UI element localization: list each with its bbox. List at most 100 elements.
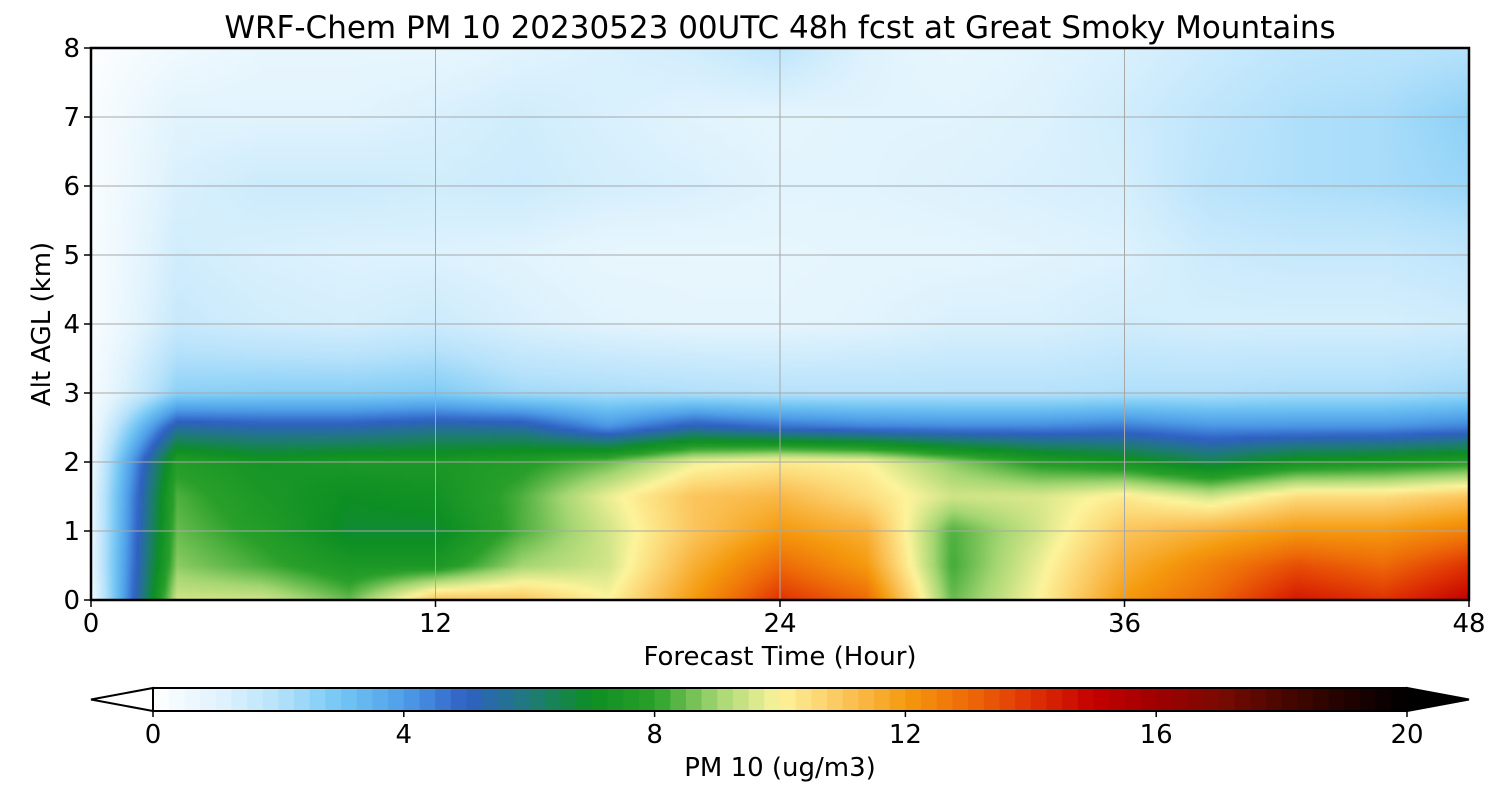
colorbar-segment	[544, 688, 562, 711]
colorbar-segment	[356, 688, 374, 711]
colorbar-segment	[780, 688, 797, 711]
colorbar-tick-label: 0	[145, 720, 162, 750]
x-tick-label: 24	[763, 609, 796, 639]
colorbar-segment	[450, 688, 468, 711]
colorbar-segment	[1359, 688, 1377, 711]
colorbar-segment	[795, 688, 812, 711]
y-tick-label: 2	[63, 448, 80, 478]
x-axis-label: Forecast Time (Hour)	[643, 642, 916, 672]
colorbar-segment	[1265, 688, 1283, 711]
x-tick-label: 36	[1108, 609, 1141, 639]
colorbar-tick-label: 12	[889, 720, 922, 750]
y-tick-label: 3	[63, 379, 80, 409]
colorbar-segment	[262, 688, 279, 711]
colorbar-segment	[874, 688, 891, 711]
colorbar-segment	[591, 688, 609, 711]
colorbar-segment	[1328, 688, 1345, 711]
x-tick-label: 12	[419, 609, 452, 639]
colorbar-segment	[858, 688, 875, 711]
colorbar-segment	[921, 688, 938, 711]
colorbar-extend-high	[1406, 686, 1470, 713]
colorbar-segment	[294, 688, 311, 711]
x-tick-label: 0	[83, 609, 100, 639]
colorbar: 0 4 8 12 16 20	[90, 686, 1470, 750]
colorbar-segment	[184, 688, 201, 711]
colorbar-segment	[827, 688, 844, 711]
colorbar-segment	[1077, 688, 1095, 711]
colorbar-segment	[372, 688, 389, 711]
colorbar-segment	[1375, 688, 1392, 711]
colorbar-segment	[341, 688, 358, 711]
colorbar-segment	[278, 688, 295, 711]
colorbar-tick-label: 4	[396, 720, 413, 750]
colorbar-segment	[1344, 688, 1361, 711]
colorbar-segment	[1218, 688, 1236, 711]
colorbar-segment	[1140, 688, 1157, 711]
colorbar-segment	[513, 688, 530, 711]
y-axis-label: Alt AGL (km)	[27, 242, 57, 406]
y-tick-label: 7	[63, 103, 80, 133]
colorbar-segment	[1203, 688, 1220, 711]
colorbar-segment	[231, 688, 248, 711]
colorbar-segment	[952, 688, 969, 711]
colorbar-tick-label: 16	[1140, 720, 1173, 750]
colorbar-segment	[529, 688, 546, 711]
colorbar-segment	[403, 688, 421, 711]
y-ticks: 0 1 2 3 4 5 6 7 8	[63, 34, 91, 616]
colorbar-segment	[748, 688, 765, 711]
colorbar-segment	[889, 688, 906, 711]
colorbar-segment	[811, 688, 828, 711]
colorbar-segment	[1062, 688, 1079, 711]
colorbar-segment	[764, 688, 781, 711]
colorbar-segment	[1234, 688, 1251, 711]
colorbar-segment	[623, 688, 640, 711]
colorbar-segment	[482, 688, 499, 711]
colorbar-segment	[466, 688, 483, 711]
colorbar-segment	[1046, 688, 1063, 711]
colorbar-segment	[435, 688, 452, 711]
y-tick-label: 6	[63, 172, 80, 202]
y-tick-label: 5	[63, 241, 80, 271]
colorbar-segment	[717, 688, 734, 711]
colorbar-segment	[654, 688, 671, 711]
colorbar-tick-label: 8	[646, 720, 663, 750]
colorbar-segment	[1250, 688, 1267, 711]
colorbar-segment	[1093, 688, 1110, 711]
colorbar-segment	[560, 688, 577, 711]
chart-title: WRF-Chem PM 10 20230523 00UTC 48h fcst a…	[224, 10, 1335, 46]
colorbar-segment	[905, 688, 922, 711]
colorbar-segment	[1124, 688, 1142, 711]
colorbar-segment	[732, 688, 750, 711]
colorbar-segment	[842, 688, 859, 711]
colorbar-segment	[1281, 688, 1298, 711]
colorbar-segment	[1187, 688, 1204, 711]
colorbar-segment	[1297, 688, 1314, 711]
colorbar-extend-low	[90, 686, 154, 713]
x-ticks: 0 12 24 36 48	[83, 600, 1486, 639]
colorbar-segment	[168, 688, 185, 711]
colorbar-segment	[983, 688, 1001, 711]
y-tick-label: 4	[63, 310, 80, 340]
x-tick-label: 48	[1452, 609, 1485, 639]
colorbar-segment	[701, 688, 718, 711]
colorbar-segment	[325, 688, 342, 711]
colorbar-segment	[153, 688, 170, 711]
colorbar-segment	[309, 688, 327, 711]
colorbar-segment	[968, 688, 985, 711]
colorbar-segment	[497, 688, 515, 711]
colorbar-segment	[1391, 688, 1408, 711]
colorbar-segment	[247, 688, 264, 711]
colorbar-segment	[607, 688, 624, 711]
colorbar-label: PM 10 (ug/m3)	[684, 753, 876, 783]
colorbar-segment	[419, 688, 436, 711]
colorbar-segment	[215, 688, 232, 711]
colorbar-segment	[670, 688, 687, 711]
colorbar-segment	[388, 688, 405, 711]
y-tick-label: 1	[63, 517, 80, 547]
colorbar-segment	[638, 688, 656, 711]
colorbar-segment	[576, 688, 593, 711]
grid-lines	[91, 48, 1469, 600]
colorbar-segment	[1156, 688, 1173, 711]
colorbar-segment	[200, 688, 217, 711]
